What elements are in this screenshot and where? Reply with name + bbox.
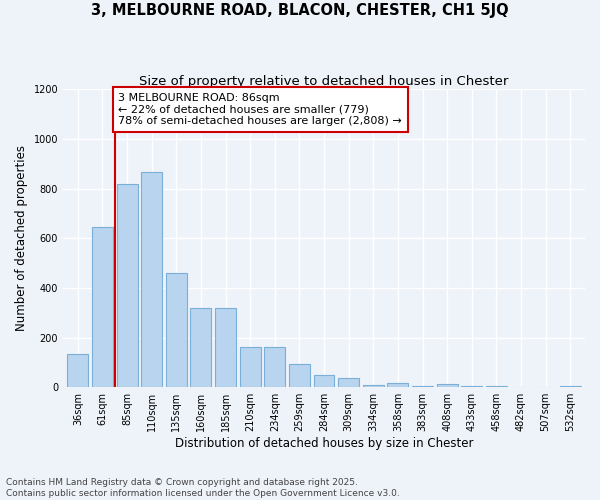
X-axis label: Distribution of detached houses by size in Chester: Distribution of detached houses by size … bbox=[175, 437, 473, 450]
Bar bbox=[289, 364, 310, 387]
Text: 3 MELBOURNE ROAD: 86sqm
← 22% of detached houses are smaller (779)
78% of semi-d: 3 MELBOURNE ROAD: 86sqm ← 22% of detache… bbox=[118, 93, 402, 126]
Bar bbox=[190, 308, 211, 387]
Bar bbox=[314, 376, 334, 387]
Bar bbox=[92, 227, 113, 387]
Bar bbox=[461, 386, 482, 387]
Bar bbox=[437, 384, 458, 387]
Text: 3, MELBOURNE ROAD, BLACON, CHESTER, CH1 5JQ: 3, MELBOURNE ROAD, BLACON, CHESTER, CH1 … bbox=[91, 2, 509, 18]
Bar bbox=[215, 308, 236, 387]
Y-axis label: Number of detached properties: Number of detached properties bbox=[15, 145, 28, 331]
Bar bbox=[239, 348, 260, 387]
Bar bbox=[363, 384, 384, 387]
Title: Size of property relative to detached houses in Chester: Size of property relative to detached ho… bbox=[139, 75, 509, 88]
Bar bbox=[560, 386, 581, 387]
Bar bbox=[166, 273, 187, 387]
Bar bbox=[141, 172, 162, 387]
Bar bbox=[388, 384, 409, 387]
Bar bbox=[412, 386, 433, 387]
Bar bbox=[265, 348, 285, 387]
Bar bbox=[116, 184, 137, 387]
Bar bbox=[338, 378, 359, 387]
Text: Contains HM Land Registry data © Crown copyright and database right 2025.
Contai: Contains HM Land Registry data © Crown c… bbox=[6, 478, 400, 498]
Bar bbox=[486, 386, 507, 387]
Bar bbox=[67, 354, 88, 387]
